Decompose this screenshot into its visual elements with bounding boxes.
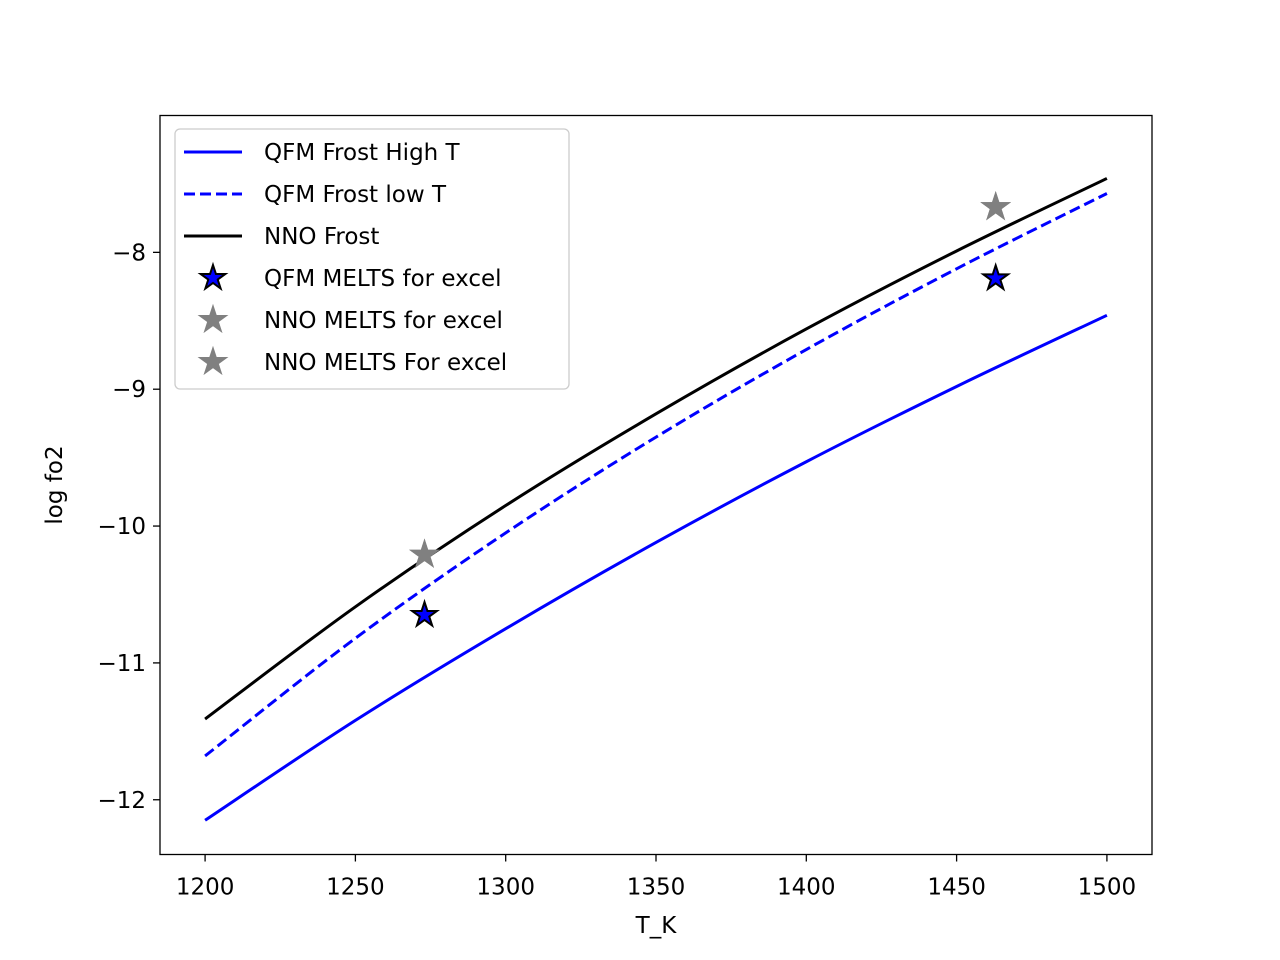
y-tick-label: −11 [97,651,146,677]
x-tick-label: 1200 [176,875,235,901]
y-tick-label: −8 [112,240,146,266]
legend-label: NNO Frost [264,224,379,250]
x-tick-label: 1400 [777,875,836,901]
data-point-nno-melts-for-excel [980,190,1012,221]
legend: QFM Frost High T QFM Frost low T NNO Frost… [174,128,570,390]
x-tick-label: 1300 [476,875,535,901]
legend-swatch-nno-melts-for-excel [197,303,229,334]
y-tick-label: −12 [97,788,146,814]
y-tick-label: −9 [112,377,146,403]
x-axis-label: T_K [635,913,678,939]
y-tick-label: −10 [97,514,146,540]
x-tick-label: 1350 [627,875,686,901]
x-axis: 1200 1250 1300 1350 1400 1450 1500 [176,854,1137,901]
legend-label: QFM Frost low T [264,182,447,208]
legend-label: QFM MELTS for excel [264,266,502,292]
series-line-qfm-frost-low-t [204,192,1108,758]
data-point-nno-melts-for-excel [409,538,440,568]
series-line-qfm-frost-high-t [204,313,1108,822]
series-layer [204,177,1108,822]
data-point-qfm-melts-for-excel [409,598,440,629]
data-point-qfm-melts-for-excel [980,262,1012,292]
x-tick-label: 1500 [1078,875,1137,901]
legend-box [174,128,570,390]
x-tick-label: 1250 [326,875,385,901]
legend-label: NNO MELTS for excel [264,308,503,334]
legend-label: QFM Frost High T [264,140,461,166]
y-axis-label: log fo2 [42,445,68,524]
series-line-nno-frost [204,177,1108,721]
legend-label: NNO MELTS For excel [264,350,507,376]
y-axis: −12 −11 −10 −9 −8 [97,240,160,814]
x-tick-label: 1450 [927,875,986,901]
legend-swatch-nno-melts-for-excel [197,345,229,376]
legend-swatch-qfm-melts-for-excel [197,261,229,292]
marker-layer [409,190,1012,629]
